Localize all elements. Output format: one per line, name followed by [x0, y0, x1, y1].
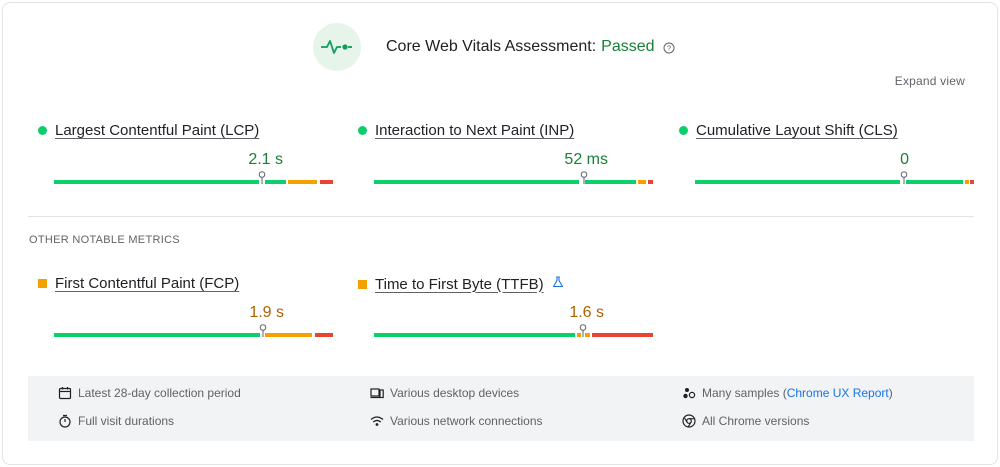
percentile-marker-icon	[580, 171, 588, 184]
good-status-dot	[679, 126, 688, 135]
metric-header: First Contentful Paint (FCP)	[38, 275, 239, 292]
metric-lcp: Largest Contentful Paint (LCP) 2.1 s	[38, 122, 333, 192]
metric-name-link[interactable]: Cumulative Layout Shift (CLS)	[696, 122, 898, 139]
metric-cls: Cumulative Layout Shift (CLS) 0	[679, 122, 974, 192]
needs-improvement-segment	[585, 333, 590, 337]
metric-fcp: First Contentful Paint (FCP) 1.9 s	[38, 275, 333, 345]
samples-prefix: Many samples (	[702, 386, 787, 400]
desktop-devices-icon	[370, 386, 384, 400]
poor-segment	[320, 180, 333, 184]
metric-name-link[interactable]: Largest Contentful Paint (LCP)	[55, 122, 260, 139]
wifi-icon	[370, 414, 384, 428]
percentile-marker-icon	[900, 171, 908, 184]
samples-suffix: )	[888, 386, 893, 400]
samples-item: Many samples (Chrome UX Report)	[682, 386, 893, 400]
percentile-marker-icon	[579, 324, 587, 337]
metric-value: 2.1 s	[248, 151, 283, 168]
collection-period-text: Latest 28-day collection period	[78, 386, 241, 400]
good-segment	[54, 333, 260, 337]
needs-improvement-square	[358, 279, 367, 289]
percentile-marker-icon	[259, 324, 267, 337]
good-segment	[374, 180, 579, 184]
other-metrics-heading: OTHER NOTABLE METRICS	[29, 234, 180, 246]
devices-text: Various desktop devices	[390, 386, 520, 400]
distribution-bar	[374, 324, 653, 337]
chrome-versions-text: All Chrome versions	[702, 414, 810, 428]
metric-header: Interaction to Next Paint (INP)	[358, 122, 574, 139]
metric-value: 52 ms	[564, 151, 608, 168]
percentile-marker-icon	[258, 171, 266, 184]
chrome-versions-item: All Chrome versions	[682, 414, 809, 428]
poor-segment	[315, 333, 333, 337]
needs-improvement-segment	[577, 333, 581, 337]
samples-icon	[682, 386, 696, 400]
help-icon[interactable]: ?	[663, 41, 675, 54]
metric-name-link[interactable]: Time to First Byte (TTFB)	[375, 275, 544, 293]
needs-improvement-segment	[265, 333, 312, 337]
metric-ttfb: Time to First Byte (TTFB) 1.6 s	[358, 275, 653, 345]
network-item: Various network connections	[370, 414, 543, 428]
poor-segment	[970, 180, 974, 184]
visit-durations-text: Full visit durations	[78, 414, 175, 428]
assessment-title: Core Web Vitals Assessment: Passed ?	[386, 38, 675, 56]
collection-info-footer: Latest 28-day collection period Full vis…	[28, 376, 974, 441]
good-segment	[54, 180, 259, 184]
assessment-label: Core Web Vitals Assessment:	[386, 38, 597, 55]
metric-inp: Interaction to Next Paint (INP) 52 ms	[358, 122, 653, 192]
distribution-bar	[54, 171, 333, 184]
poor-segment	[592, 333, 653, 337]
distribution-bar	[695, 171, 974, 184]
needs-improvement-square	[38, 279, 47, 288]
devices-item: Various desktop devices	[370, 386, 519, 400]
metric-header: Largest Contentful Paint (LCP)	[38, 122, 259, 139]
good-status-dot	[358, 126, 367, 135]
section-divider	[28, 216, 974, 217]
collection-period-item: Latest 28-day collection period	[58, 386, 241, 400]
calendar-icon	[58, 386, 72, 400]
svg-text:?: ?	[666, 44, 670, 53]
poor-segment	[648, 180, 653, 184]
metric-name-link[interactable]: Interaction to Next Paint (INP)	[375, 122, 575, 139]
visit-durations-item: Full visit durations	[58, 414, 174, 428]
metric-header: Time to First Byte (TTFB)	[358, 275, 564, 293]
flask-icon[interactable]	[552, 275, 564, 293]
needs-improvement-segment	[638, 180, 646, 184]
assessment-status: Passed	[601, 38, 655, 55]
metric-value: 1.9 s	[249, 304, 284, 321]
expand-view-link[interactable]: Expand view	[894, 74, 965, 88]
chrome-ux-report-link[interactable]: Chrome UX Report	[786, 386, 889, 400]
vitals-pulse-icon	[313, 23, 361, 71]
good-segment	[265, 180, 286, 184]
metric-value: 0	[900, 151, 909, 168]
chrome-icon	[682, 414, 696, 428]
good-segment	[906, 180, 963, 184]
network-text: Various network connections	[390, 414, 543, 428]
good-segment	[585, 180, 636, 184]
good-status-dot	[38, 126, 47, 135]
distribution-bar	[54, 324, 333, 337]
metric-header: Cumulative Layout Shift (CLS)	[679, 122, 898, 139]
stopwatch-icon	[58, 414, 72, 428]
needs-improvement-segment	[965, 180, 969, 184]
good-segment	[695, 180, 900, 184]
metric-value: 1.6 s	[569, 304, 604, 321]
metric-name-link[interactable]: First Contentful Paint (FCP)	[55, 275, 240, 292]
needs-improvement-segment	[288, 180, 317, 184]
good-segment	[374, 333, 575, 337]
distribution-bar	[374, 171, 653, 184]
